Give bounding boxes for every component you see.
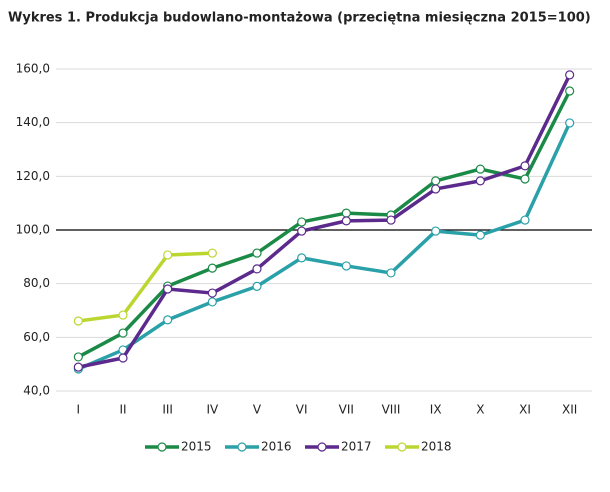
data-point — [73, 352, 83, 362]
y-tick-label: 60,0 — [23, 330, 50, 344]
data-point — [207, 248, 217, 258]
legend-label: 2017 — [341, 440, 372, 454]
x-tick-label: III — [162, 403, 173, 417]
legend-label: 2018 — [421, 440, 452, 454]
series-line — [77, 74, 572, 369]
data-point — [73, 362, 83, 372]
data-point — [431, 176, 441, 186]
legend-label: 2016 — [261, 440, 292, 454]
legend-marker — [157, 442, 167, 452]
data-point — [565, 86, 575, 96]
data-point — [565, 118, 575, 128]
y-tick-label: 40,0 — [23, 384, 50, 398]
data-point — [163, 284, 173, 294]
chart-title: Wykres 1. Produkcja budowlano-montażowa … — [8, 11, 591, 26]
data-point — [475, 176, 485, 186]
data-point — [341, 208, 351, 218]
data-point — [341, 216, 351, 226]
data-point — [207, 288, 217, 298]
data-point — [520, 215, 530, 225]
data-point — [386, 215, 396, 225]
x-tick-label: I — [77, 403, 81, 417]
data-point — [252, 281, 262, 291]
y-tick-label: 100,0 — [16, 223, 50, 237]
x-tick-label: X — [476, 403, 484, 417]
data-point — [297, 217, 307, 227]
y-tick-label: 160,0 — [16, 62, 50, 76]
data-point — [207, 297, 217, 307]
data-point — [520, 161, 530, 171]
legend-label: 2015 — [181, 440, 212, 454]
x-tick-label: VIII — [382, 403, 401, 417]
legend-marker — [317, 442, 327, 452]
y-tick-label: 140,0 — [16, 115, 50, 129]
data-point — [252, 264, 262, 274]
x-tick-label: VI — [296, 403, 308, 417]
data-point — [341, 261, 351, 271]
data-point — [207, 263, 217, 273]
data-point — [431, 184, 441, 194]
legend-marker — [237, 442, 247, 452]
data-point — [565, 70, 575, 80]
x-tick-label: XII — [562, 403, 577, 417]
x-tick-label: VII — [339, 403, 354, 417]
data-point — [386, 268, 396, 278]
data-point — [297, 226, 307, 236]
x-tick-label: V — [253, 403, 262, 417]
data-point — [118, 353, 128, 363]
data-point — [252, 248, 262, 258]
data-point — [73, 316, 83, 326]
data-point — [475, 230, 485, 240]
legend-marker — [397, 442, 407, 452]
data-point — [520, 174, 530, 184]
data-point — [118, 328, 128, 338]
x-tick-label: XI — [519, 403, 531, 417]
y-tick-label: 120,0 — [16, 169, 50, 183]
x-tick-label: II — [119, 403, 126, 417]
series-line — [77, 122, 572, 371]
series-line — [77, 90, 572, 359]
data-point — [475, 164, 485, 174]
data-point — [163, 250, 173, 260]
series-line — [78, 251, 213, 323]
data-point — [163, 315, 173, 325]
x-tick-label: IX — [430, 403, 442, 417]
data-point — [431, 226, 441, 236]
data-point — [118, 310, 128, 320]
x-tick-label: IV — [206, 403, 219, 417]
y-tick-label: 80,0 — [23, 276, 50, 290]
data-point — [297, 253, 307, 263]
